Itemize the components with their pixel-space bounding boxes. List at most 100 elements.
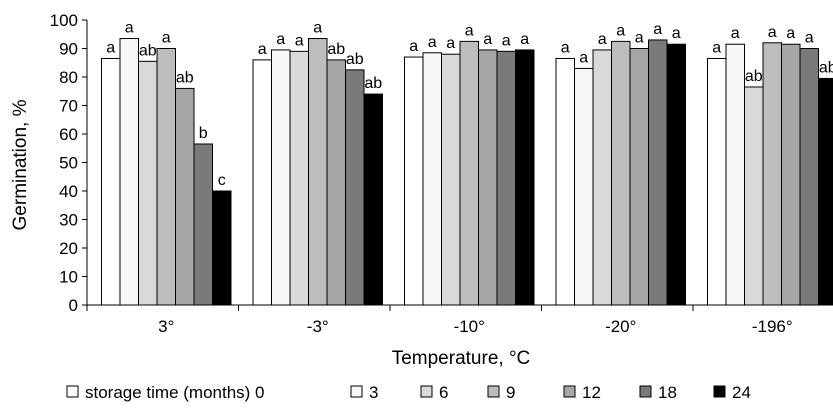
bar: [781, 43, 801, 306]
bar: [252, 59, 272, 306]
significance-letter: a: [786, 25, 795, 42]
significance-letter: a: [616, 22, 625, 39]
y-tick-label: 0: [69, 296, 78, 315]
legend: storage time (months) 0 3 6 9 12 18 24: [66, 383, 751, 402]
bar: [666, 43, 686, 306]
legend-label: 18: [658, 383, 677, 402]
significance-letter: a: [598, 31, 607, 48]
x-axis-ticks: 3° -3° -10° -20° -196°: [86, 305, 793, 336]
significance-letter: a: [276, 31, 285, 48]
bar: [496, 50, 516, 306]
x-category-label: -10°: [454, 317, 485, 336]
bar: [193, 143, 213, 306]
bar: [707, 57, 727, 306]
significance-letter: a: [805, 30, 814, 47]
bar: [574, 67, 594, 306]
legend-swatch: [420, 385, 433, 398]
x-category-label: -196°: [752, 317, 793, 336]
x-category-label: 3°: [158, 317, 174, 336]
bar: [555, 57, 575, 306]
legend-label: 9: [506, 383, 515, 402]
significance-letter: ab: [346, 51, 364, 68]
y-axis-ticks: 0 10 20 30 40 50 60 70 80 90 100: [50, 11, 87, 315]
bar: [138, 60, 158, 306]
bar: [326, 59, 346, 306]
bar: [592, 49, 612, 306]
bar: [629, 48, 649, 306]
significance-letter: a: [483, 31, 492, 48]
legend-swatch: [350, 385, 363, 398]
bar: [459, 40, 479, 306]
significance-letter: a: [502, 32, 511, 49]
bar: [212, 190, 232, 306]
x-category-label: -3°: [307, 317, 329, 336]
bar: [441, 53, 461, 306]
significance-letter: ab: [819, 59, 833, 76]
y-tick-label: 60: [59, 125, 78, 144]
y-tick-label: 10: [59, 268, 78, 287]
significance-letter: a: [579, 49, 588, 66]
significance-letter: a: [635, 30, 644, 47]
y-tick-label: 100: [50, 11, 78, 30]
bar: [175, 87, 195, 306]
legend-swatch: [713, 385, 726, 398]
significance-letter: ab: [176, 69, 194, 86]
significance-letter: a: [428, 34, 437, 51]
bar: [818, 77, 833, 306]
significance-letter: ab: [364, 75, 382, 92]
significance-letter: a: [409, 38, 418, 55]
bar: [101, 57, 121, 306]
significance-letter: a: [768, 24, 777, 41]
significance-letter: a: [258, 41, 267, 58]
significance-letter: a: [520, 31, 529, 48]
significance-letter: a: [561, 39, 570, 56]
y-tick-label: 80: [59, 68, 78, 87]
significance-letter: ab: [139, 42, 157, 59]
legend-label: 24: [732, 383, 751, 402]
y-tick-label: 30: [59, 211, 78, 230]
significance-letter: a: [653, 21, 662, 38]
significance-letter: a: [295, 32, 304, 49]
significance-letter: c: [218, 172, 226, 189]
bar: [308, 38, 328, 306]
significance-letter: a: [106, 39, 115, 56]
bar: [345, 69, 365, 306]
y-axis-label: Germination, %: [10, 99, 31, 230]
significance-letter: a: [446, 35, 455, 52]
y-tick-label: 90: [59, 40, 78, 59]
bar: [725, 43, 745, 306]
axes: [86, 20, 833, 306]
bar: [762, 42, 782, 306]
significance-letter: a: [313, 20, 322, 37]
significance-letter: a: [672, 25, 681, 42]
significance-letter: a: [125, 20, 134, 37]
bar: [611, 40, 631, 306]
legend-swatch: [66, 385, 79, 398]
bar: [799, 48, 819, 306]
x-axis-label: Temperature, °C: [392, 348, 531, 369]
bar: [744, 86, 764, 306]
legend-swatch: [639, 385, 652, 398]
bar-groups: [101, 38, 833, 306]
bar: [156, 48, 176, 306]
y-tick-label: 50: [59, 154, 78, 173]
bar: [515, 49, 535, 306]
legend-swatch: [563, 385, 576, 398]
y-tick-label: 70: [59, 97, 78, 116]
bar: [404, 56, 424, 306]
bar: [289, 50, 309, 306]
x-category-label: -20°: [605, 317, 636, 336]
significance-letter: a: [465, 22, 474, 39]
bar: [478, 49, 498, 306]
legend-label: storage time (months) 0: [85, 383, 265, 402]
legend-label: 3: [369, 383, 378, 402]
y-tick-label: 40: [59, 182, 78, 201]
bar: [271, 49, 291, 306]
legend-label: 6: [439, 383, 448, 402]
significance-letter: ab: [327, 41, 345, 58]
bar: [648, 39, 668, 306]
significance-letter: b: [199, 125, 208, 142]
